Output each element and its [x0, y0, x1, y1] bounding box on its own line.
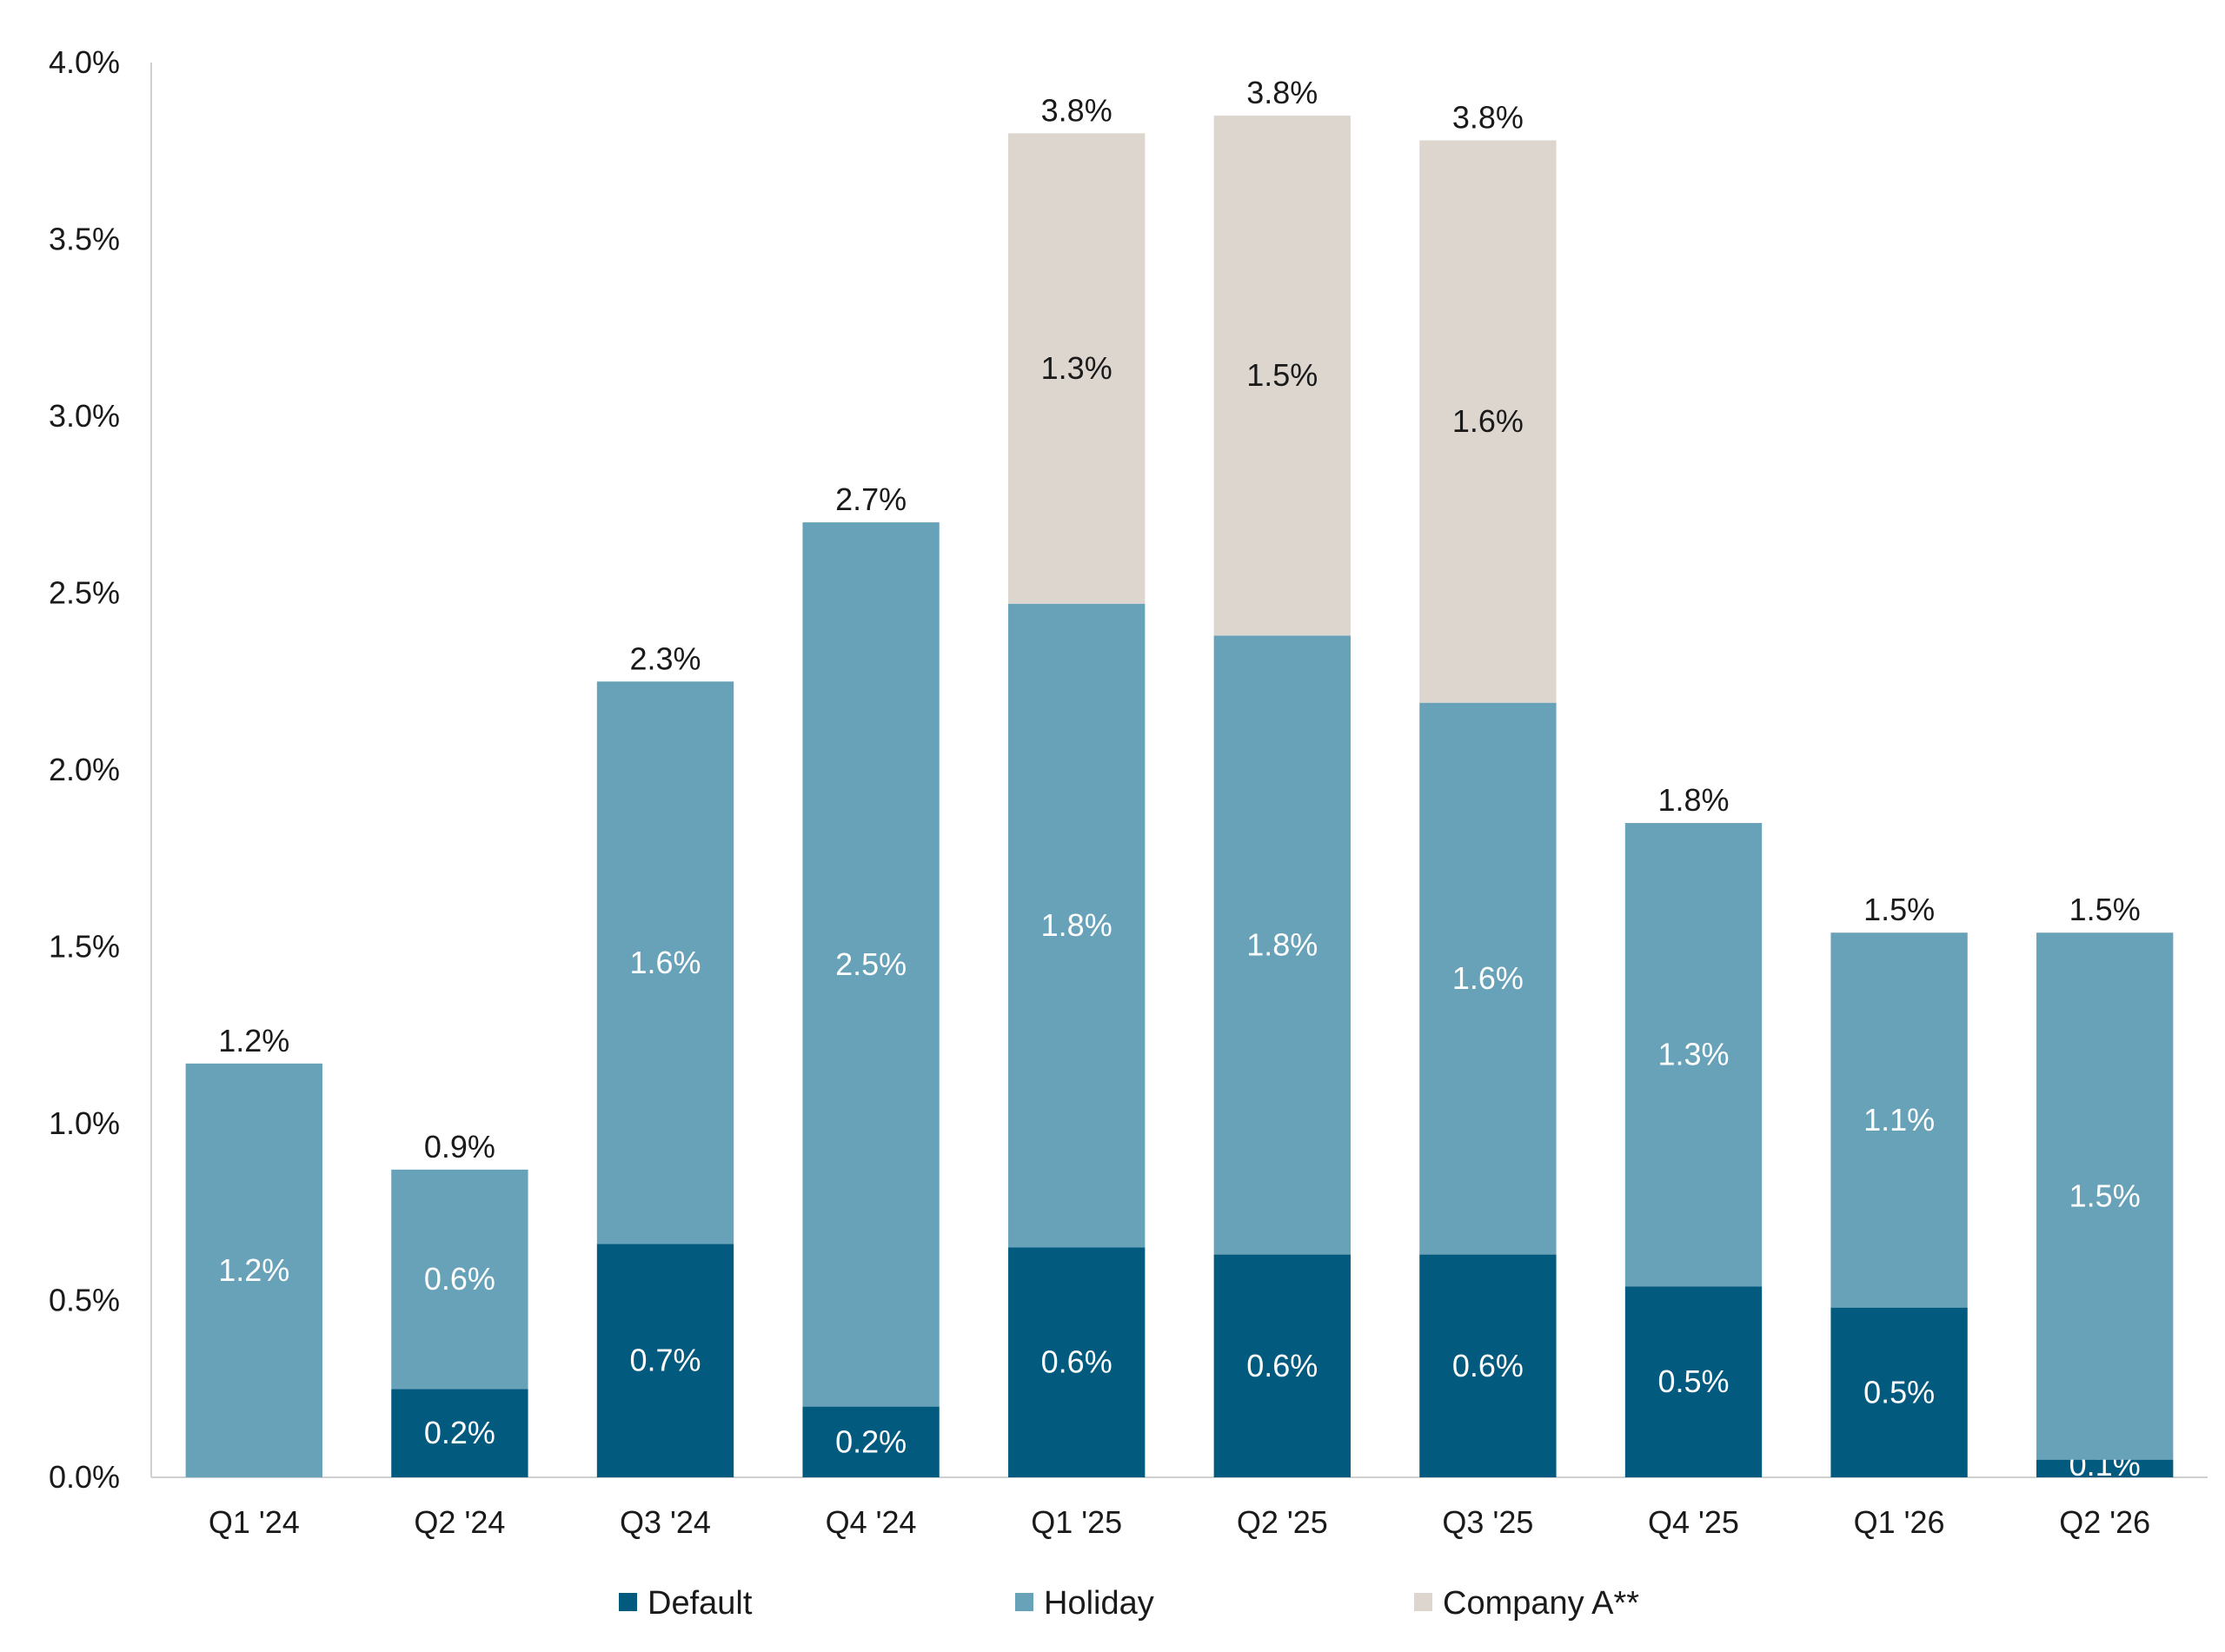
x-tick-label: Q2 '25 — [1237, 1504, 1328, 1540]
bar-segment — [802, 1406, 940, 1477]
bar-segment — [1830, 932, 1968, 1308]
x-tick-label: Q4 '25 — [1648, 1504, 1739, 1540]
x-tick-label: Q1 '24 — [209, 1504, 300, 1540]
segment-label: 1.6% — [1452, 403, 1524, 439]
legend-label: Default — [648, 1585, 753, 1622]
total-label: 1.5% — [2069, 892, 2141, 927]
bar-segment — [1419, 140, 1557, 703]
bar-segment — [596, 681, 734, 1244]
bar-segment — [1419, 1254, 1557, 1477]
segment-label: 0.2% — [835, 1423, 907, 1459]
segment-label: 0.5% — [1863, 1374, 1935, 1410]
bar-segment — [2036, 1459, 2174, 1477]
bar-segment — [596, 1244, 734, 1477]
y-tick-label: 2.0% — [49, 752, 120, 787]
bar-segment — [1008, 133, 1146, 604]
total-label: 3.8% — [1452, 100, 1524, 136]
segment-label: 1.1% — [1863, 1102, 1935, 1138]
bar-segment — [802, 522, 940, 1407]
segment-label: 1.3% — [1657, 1037, 1729, 1072]
segment-label: 0.6% — [1041, 1344, 1112, 1380]
x-axis: Q1 '24 Q2 '24 Q3 '24 Q4 '24 Q1 '25 Q2 '25 Q3 '… — [151, 1476, 2208, 1540]
segment-label: 1.5% — [2069, 1178, 2141, 1213]
bar-segment — [1213, 116, 1351, 636]
y-tick-label: 0.0% — [49, 1459, 120, 1495]
x-tick-label: Q2 '24 — [414, 1504, 505, 1540]
segment-label: 0.6% — [424, 1261, 495, 1297]
legend-swatch — [1414, 1593, 1432, 1611]
legend-label: Holiday — [1044, 1585, 1154, 1622]
bar-segment — [1624, 823, 1763, 1287]
segment-label: 1.5% — [1246, 357, 1318, 393]
bar-segment — [1830, 1307, 1968, 1477]
legend-swatch — [619, 1593, 637, 1611]
segment-label: 1.6% — [629, 945, 701, 980]
x-tick-label: Q3 '24 — [620, 1504, 711, 1540]
y-tick-label: 0.5% — [49, 1283, 120, 1318]
total-label: 0.9% — [424, 1129, 495, 1164]
total-label: 1.8% — [1657, 782, 1729, 818]
segment-label: 0.2% — [424, 1415, 495, 1450]
segment-label: 0.5% — [1657, 1363, 1729, 1399]
segment-label: 1.3% — [1041, 350, 1112, 386]
bar-segment — [1008, 1247, 1146, 1477]
segment-label: 1.6% — [1452, 960, 1524, 996]
y-axis: 0.0% 0.5% 1.0% 1.5% 2.0% 2.5% 3.0% 3.5% 4.0% — [49, 44, 152, 1495]
bar-segment — [1419, 702, 1557, 1255]
legend-swatch — [1015, 1593, 1033, 1611]
segment-label: 0.6% — [1452, 1348, 1524, 1383]
y-tick-label: 1.5% — [49, 929, 120, 965]
bar-segment — [2036, 932, 2174, 1460]
total-label: 1.2% — [218, 1023, 289, 1058]
x-tick-label: Q4 '24 — [826, 1504, 917, 1540]
y-tick-label: 3.0% — [49, 398, 120, 434]
segment-label: 1.2% — [218, 1252, 289, 1288]
segment-label: 2.5% — [835, 946, 907, 982]
total-label: 3.8% — [1041, 92, 1112, 128]
total-label: 2.7% — [835, 481, 907, 517]
x-tick-label: Q1 '26 — [1854, 1504, 1945, 1540]
legend: Default Holiday Company A** — [619, 1585, 1639, 1622]
y-tick-label: 1.0% — [49, 1105, 120, 1141]
bar-segment — [185, 1063, 322, 1477]
x-tick-label: Q3 '25 — [1442, 1504, 1533, 1540]
legend-label: Company A** — [1443, 1585, 1639, 1622]
bar-segment — [391, 1389, 528, 1477]
x-tick-label: Q1 '25 — [1031, 1504, 1122, 1540]
bar-segment — [1213, 635, 1351, 1255]
y-tick-label: 3.5% — [49, 222, 120, 257]
total-label: 2.3% — [629, 640, 701, 676]
total-label: 1.5% — [1863, 892, 1935, 927]
segment-label: 1.8% — [1041, 907, 1112, 943]
total-label: 3.8% — [1246, 75, 1318, 110]
x-tick-label: Q2 '26 — [2059, 1504, 2150, 1540]
bars: 1.2% 1.2% 0.2% 0.6% 0.9% 0.7% 1.6% 2.3% 0.2% 2.5%… — [185, 75, 2174, 1483]
segment-label: 1.8% — [1246, 926, 1318, 962]
bar-segment — [1624, 1286, 1763, 1477]
bar-segment — [1008, 603, 1146, 1248]
segment-label: 0.6% — [1246, 1348, 1318, 1383]
y-tick-label: 2.5% — [49, 575, 120, 611]
bar-segment — [391, 1169, 528, 1390]
y-tick-label: 4.0% — [49, 44, 120, 80]
bar-segment — [1213, 1254, 1351, 1477]
segment-label: 0.7% — [629, 1343, 701, 1378]
